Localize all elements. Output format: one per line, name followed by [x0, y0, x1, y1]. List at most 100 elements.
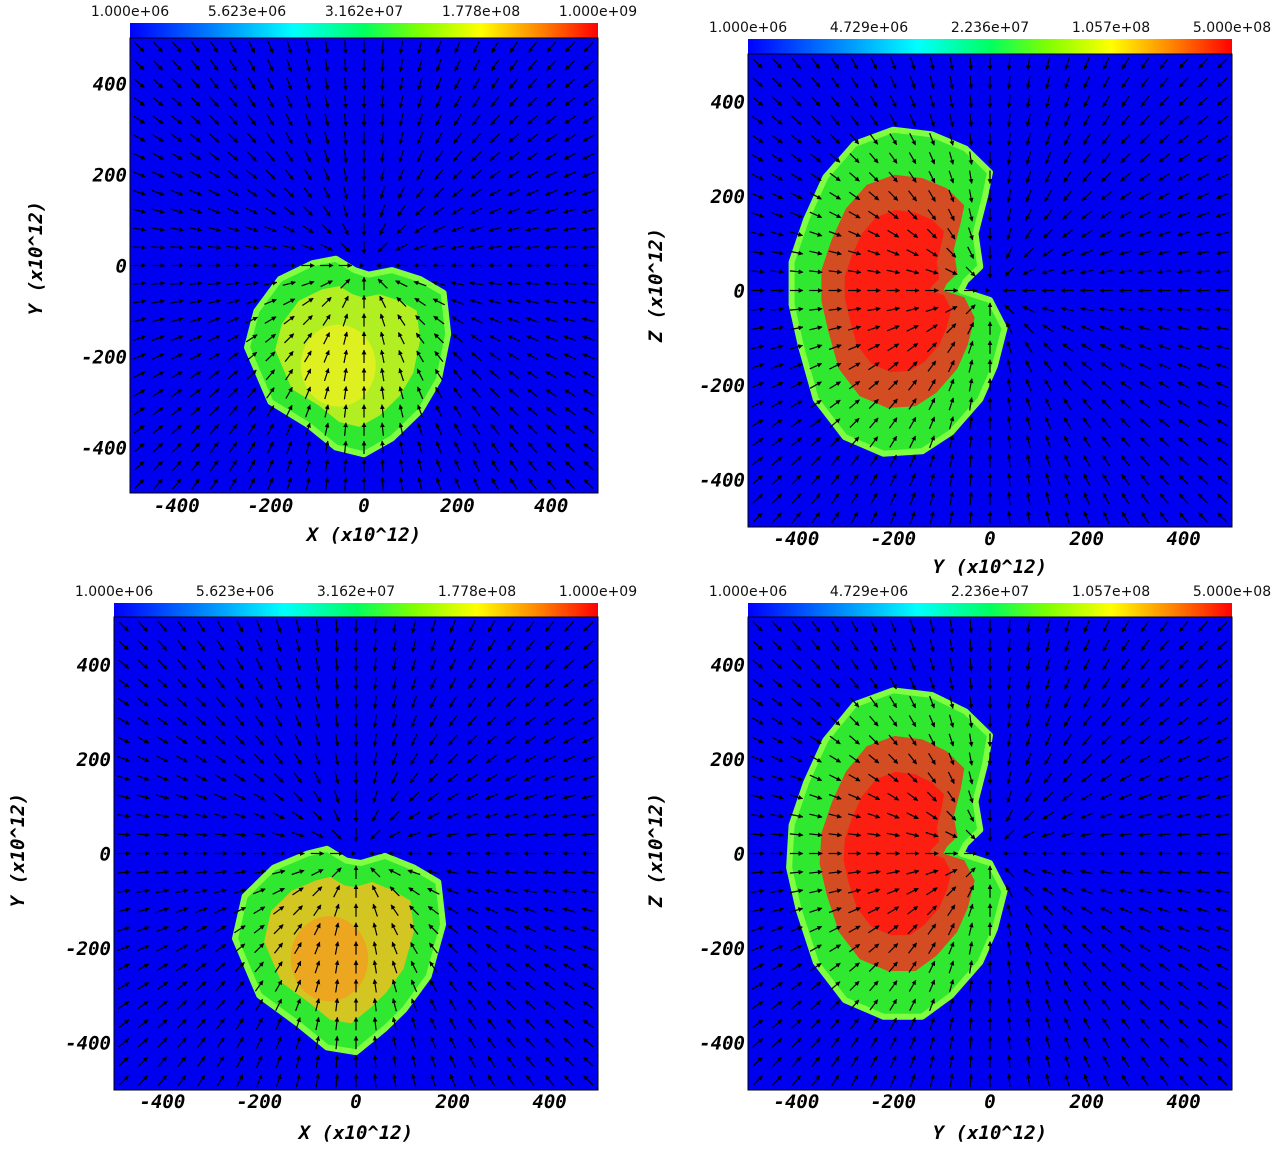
velocity-arrow	[152, 388, 165, 397]
velocity-arrow	[398, 350, 405, 363]
velocity-arrow	[432, 280, 446, 286]
velocity-arrow	[488, 188, 501, 197]
velocity-arrow	[506, 245, 521, 250]
velocity-arrow	[488, 298, 502, 305]
velocity-arrow	[564, 460, 575, 471]
velocity-arrow	[469, 226, 483, 233]
velocity-arrow	[208, 133, 220, 143]
velocity-arrow	[489, 370, 501, 380]
velocity-arrow	[489, 133, 501, 144]
velocity-arrow	[490, 96, 500, 108]
velocity-arrow	[209, 96, 220, 107]
velocity-arrow	[451, 226, 464, 233]
velocity-arrow	[398, 422, 404, 436]
velocity-arrow	[265, 150, 276, 162]
velocity-arrow	[324, 131, 330, 145]
velocity-arrow	[471, 405, 481, 417]
velocity-arrow	[301, 280, 315, 287]
velocity-arrow	[562, 281, 577, 286]
velocity-arrow	[417, 440, 423, 454]
velocity-arrow	[324, 113, 330, 127]
velocity-arrow	[323, 168, 330, 181]
velocity-arrow	[563, 227, 577, 232]
velocity-arrow	[285, 386, 293, 399]
velocity-arrow	[208, 151, 220, 161]
velocity-arrow	[304, 368, 312, 381]
velocity-arrow	[209, 442, 219, 453]
velocity-arrow	[228, 459, 237, 472]
velocity-arrow	[488, 226, 502, 233]
velocity-arrow	[265, 351, 276, 362]
velocity-arrow	[582, 335, 595, 341]
velocity-arrow	[207, 208, 221, 214]
velocity-arrow	[469, 298, 483, 305]
velocity-arrow	[209, 114, 220, 125]
velocity-arrow	[415, 205, 426, 216]
y-tick-label: -400	[81, 438, 127, 460]
velocity-arrow	[305, 440, 311, 454]
velocity-arrow	[435, 459, 442, 473]
velocity-arrow	[563, 335, 577, 342]
velocity-arrow	[285, 422, 293, 436]
colorbar-tick-label: 5.000e+08	[1193, 20, 1271, 36]
velocity-arrow	[191, 478, 200, 490]
velocity-arrow	[266, 132, 275, 144]
velocity-arrow	[454, 441, 462, 454]
velocity-arrow	[563, 299, 577, 304]
velocity-arrow	[489, 151, 501, 161]
velocity-arrow	[453, 423, 462, 436]
velocity-arrow	[490, 441, 500, 454]
x-axis-label: X (x10^12)	[297, 1122, 413, 1144]
velocity-arrow	[489, 387, 501, 398]
velocity-arrow	[284, 187, 295, 198]
colorbar-tick-label: 4.729e+06	[830, 584, 908, 600]
velocity-arrow	[398, 168, 405, 181]
velocity-arrow	[324, 477, 330, 491]
velocity-arrow	[207, 281, 222, 286]
velocity-arrow	[398, 440, 404, 455]
velocity-arrow	[526, 133, 538, 143]
velocity-arrow	[508, 114, 519, 125]
velocity-arrow	[343, 349, 349, 364]
velocity-arrow	[284, 333, 295, 344]
velocity-arrow	[152, 134, 165, 143]
velocity-arrow	[170, 317, 184, 323]
velocity-arrow	[414, 297, 426, 306]
velocity-arrow	[432, 225, 445, 233]
velocity-arrow	[245, 226, 259, 233]
velocity-arrow	[581, 208, 596, 214]
velocity-arrow	[544, 317, 558, 323]
velocity-arrow	[285, 368, 294, 381]
velocity-arrow	[453, 95, 462, 108]
velocity-arrow	[380, 440, 385, 455]
velocity-arrow	[525, 208, 539, 214]
velocity-arrow	[471, 387, 482, 399]
velocity-arrow	[134, 460, 145, 471]
velocity-arrow	[265, 369, 276, 381]
y-axis-label: Z (x10^12)	[645, 793, 667, 908]
velocity-arrow	[207, 317, 221, 323]
velocity-arrow	[303, 168, 312, 181]
velocity-arrow	[263, 280, 278, 286]
velocity-arrow	[435, 95, 443, 109]
velocity-arrow	[417, 113, 423, 127]
velocity-arrow	[508, 388, 520, 398]
velocity-arrow	[564, 406, 576, 416]
velocity-arrow	[285, 95, 293, 109]
velocity-arrow	[133, 97, 145, 107]
velocity-arrow	[472, 459, 480, 472]
y-tick-label: -400	[65, 1033, 111, 1055]
velocity-arrow	[563, 353, 577, 360]
x-tick-label: -400	[140, 1091, 186, 1113]
velocity-arrow	[417, 386, 424, 400]
velocity-arrow	[189, 299, 203, 304]
velocity-arrow	[454, 477, 461, 491]
velocity-arrow	[171, 388, 183, 398]
velocity-arrow	[417, 422, 423, 436]
velocity-arrow	[343, 331, 349, 345]
velocity-arrow	[489, 170, 501, 179]
velocity-arrow	[490, 77, 500, 90]
colorbar-tick-label: 1.778e+08	[438, 584, 516, 600]
velocity-arrow	[450, 280, 465, 286]
velocity-arrow	[247, 441, 256, 454]
